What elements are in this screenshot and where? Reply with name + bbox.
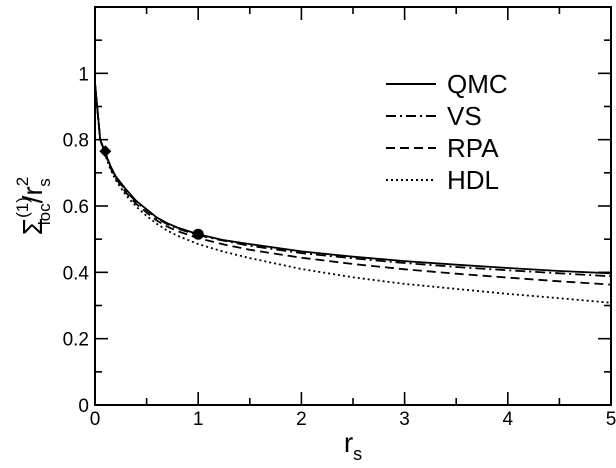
legend-label-vs: VS — [447, 101, 482, 131]
series-line-vs — [94, 83, 612, 278]
x-tick-label: 4 — [503, 409, 514, 430]
marker-circle — [192, 228, 204, 240]
y-tick-label: 0.2 — [63, 330, 89, 351]
x-tick-label: 2 — [296, 409, 307, 430]
legend-label-hdl: HDL — [447, 165, 499, 195]
y-tick-label: 0.8 — [63, 131, 89, 152]
y-tick-label: 1 — [78, 64, 89, 85]
legend-label-qmc: QMC — [447, 69, 508, 99]
marker-diamond — [99, 145, 112, 158]
series-line-rpa — [94, 83, 612, 286]
x-tick-label: 0 — [90, 409, 101, 430]
markers — [99, 145, 204, 240]
legend-label-rpa: RPA — [447, 133, 499, 163]
x-tick-label: 1 — [193, 409, 204, 430]
ticks — [94, 6, 612, 406]
series-lines — [94, 83, 612, 304]
svg-text:Σ(1)loc/r2s: Σ(1) loc/r2 s — [13, 177, 54, 235]
series-line-qmc — [94, 83, 612, 275]
y-axis-label: Σ(1) loc/r2 s — [13, 177, 54, 235]
x-tick-label: 3 — [399, 409, 410, 430]
tick-labels: 0 1 2 3 4 5 0 0.2 0.4 0.6 0.8 1 — [63, 64, 616, 430]
y-tick-label: 0 — [78, 396, 89, 417]
x-axis-label: rs — [344, 427, 362, 464]
x-tick-label: 5 — [606, 409, 616, 430]
y-tick-label: 0.6 — [63, 197, 89, 218]
series-line-hdl — [94, 83, 612, 304]
y-tick-label: 0.4 — [63, 263, 90, 284]
plot-frame — [94, 6, 612, 406]
